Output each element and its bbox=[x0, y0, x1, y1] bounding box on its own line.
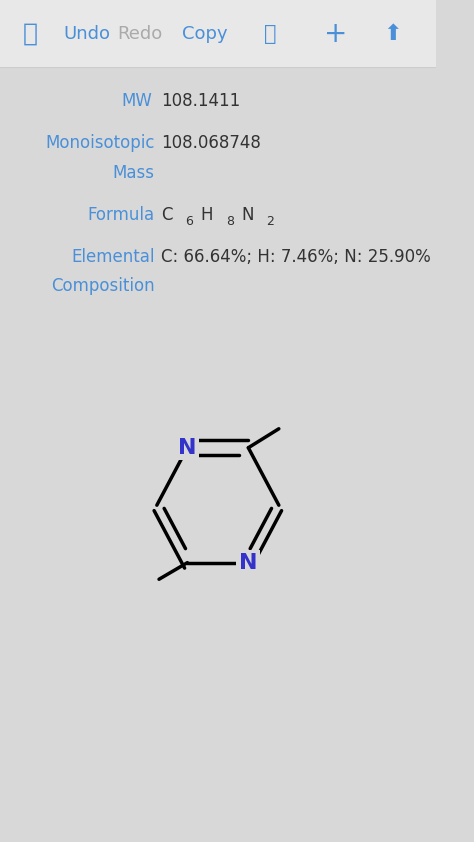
FancyBboxPatch shape bbox=[0, 0, 436, 67]
Text: Copy: Copy bbox=[182, 24, 228, 43]
Text: 🗑: 🗑 bbox=[264, 24, 276, 44]
Text: N: N bbox=[242, 205, 255, 224]
Text: Elemental: Elemental bbox=[71, 248, 155, 266]
Text: Formula: Formula bbox=[88, 205, 155, 224]
Text: +: + bbox=[324, 19, 347, 48]
Text: C: 66.64%; H: 7.46%; N: 25.90%: C: 66.64%; H: 7.46%; N: 25.90% bbox=[161, 248, 431, 266]
Text: ⎕: ⎕ bbox=[23, 22, 38, 45]
Text: 8: 8 bbox=[227, 215, 235, 228]
Text: Redo: Redo bbox=[117, 24, 162, 43]
Text: N: N bbox=[178, 438, 197, 458]
Text: MW: MW bbox=[122, 92, 153, 110]
Text: Composition: Composition bbox=[51, 277, 155, 296]
Text: N: N bbox=[239, 552, 257, 573]
Text: ⬆: ⬆ bbox=[383, 24, 401, 44]
Text: H: H bbox=[201, 205, 213, 224]
Text: 2: 2 bbox=[266, 215, 273, 228]
Text: 6: 6 bbox=[185, 215, 193, 228]
Text: 108.068748: 108.068748 bbox=[161, 134, 261, 152]
Text: Monoisotopic: Monoisotopic bbox=[45, 134, 155, 152]
Text: 108.1411: 108.1411 bbox=[161, 92, 240, 110]
Text: Mass: Mass bbox=[113, 163, 155, 182]
Text: Undo: Undo bbox=[64, 24, 110, 43]
Text: C: C bbox=[161, 205, 173, 224]
